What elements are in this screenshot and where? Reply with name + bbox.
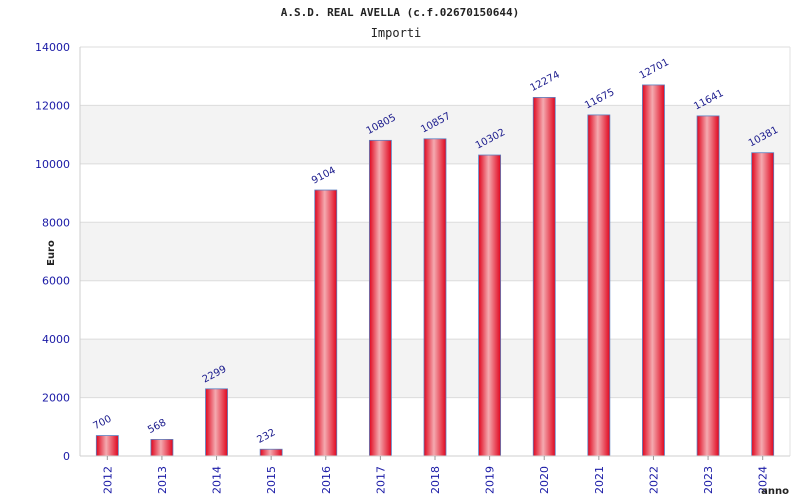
y-tick-labels: 0 2000 4000 6000 8000 10000 12000 14000 xyxy=(35,41,70,463)
bar xyxy=(478,154,502,457)
x-axis-label: anno xyxy=(761,486,789,497)
x-tick-label: 2012 xyxy=(101,466,114,494)
bar xyxy=(696,115,720,457)
bar xyxy=(259,448,283,457)
bars xyxy=(95,84,775,457)
y-tick-label: 6000 xyxy=(42,275,70,288)
bar xyxy=(95,435,119,457)
y-tick-label: 2000 xyxy=(42,392,70,405)
x-tick-label: 2014 xyxy=(211,466,224,494)
bar xyxy=(587,114,611,457)
x-tick-label: 2023 xyxy=(702,466,715,494)
y-tick-label: 10000 xyxy=(35,158,70,171)
grid-band xyxy=(80,47,790,106)
x-tick-label: 2016 xyxy=(320,466,333,494)
y-tick-label: 14000 xyxy=(35,41,70,54)
bar xyxy=(205,388,228,457)
x-tick-label: 2020 xyxy=(538,466,551,494)
x-tick-label: 2022 xyxy=(647,466,660,494)
x-tick-label: 2024 xyxy=(757,466,770,494)
x-tick-label: 2021 xyxy=(593,466,606,494)
bar xyxy=(642,84,665,457)
bar xyxy=(532,97,556,457)
bar xyxy=(423,138,447,457)
y-tick-label: 12000 xyxy=(35,99,70,112)
x-tick-label: 2013 xyxy=(156,466,169,494)
y-tick-label: 0 xyxy=(63,450,70,463)
bar xyxy=(751,152,775,457)
y-tick-label: 8000 xyxy=(42,216,70,229)
x-tick-label: 2018 xyxy=(429,466,442,494)
chart-subtitle: Importi xyxy=(371,26,422,40)
bar xyxy=(150,439,174,457)
x-tick-label: 2015 xyxy=(265,466,278,494)
bar xyxy=(314,189,338,457)
x-tick-label: 2017 xyxy=(374,466,387,494)
y-axis-label: Euro xyxy=(46,240,57,266)
chart-title: A.S.D. REAL AVELLA (c.f.02670150644) xyxy=(281,6,519,19)
x-tick-label: 2019 xyxy=(484,466,497,494)
x-tick-labels: 2012 2013 2014 2015 2016 2017 2018 2019 2020 2021… xyxy=(101,456,770,494)
y-tick-label: 4000 xyxy=(42,333,70,346)
bar xyxy=(368,139,392,457)
